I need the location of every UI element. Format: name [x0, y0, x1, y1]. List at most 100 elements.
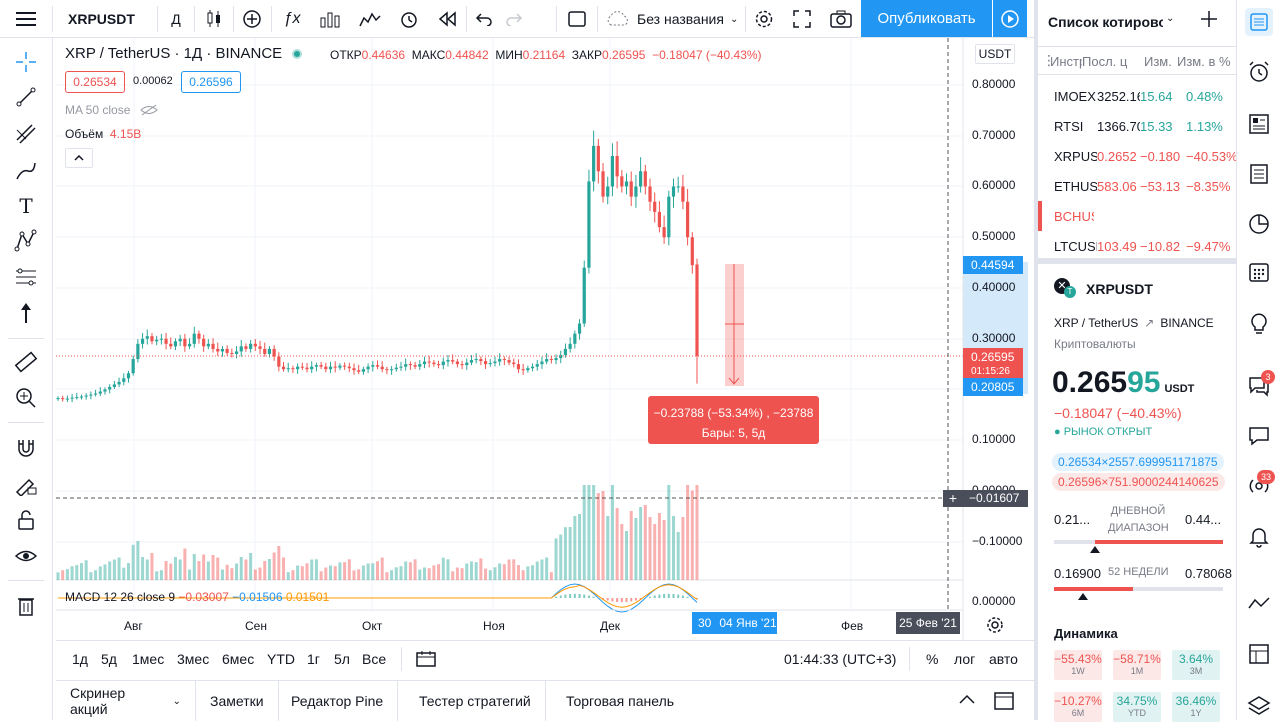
watchlist-row[interactable]: XRPUSDT0.2652−0.180 −40.53% — [1054, 141, 1238, 171]
magnet-icon[interactable] — [10, 432, 42, 464]
trend-line-icon[interactable] — [10, 81, 42, 113]
range-6m[interactable]: 6мес — [222, 651, 255, 667]
auto-toggle[interactable]: авто — [989, 651, 1018, 667]
performance-cell[interactable]: 3.64% 3M — [1172, 650, 1220, 680]
percent-toggle[interactable]: % — [926, 651, 939, 667]
log-toggle[interactable]: лог — [954, 651, 976, 667]
axis-settings-icon[interactable] — [986, 616, 1004, 637]
tab-pine-editor[interactable]: Редактор Pine — [277, 681, 399, 721]
settings-gear-icon[interactable] — [748, 0, 780, 38]
price-chart[interactable] — [0, 0, 1034, 640]
tab-strategy-tester[interactable]: Тестер стратегий — [405, 681, 546, 721]
watchlist-title[interactable]: Список котировок — [1048, 14, 1163, 30]
watchlist-row[interactable]: RTSI 1366.70 15.33 1.13% — [1054, 111, 1238, 141]
chart-title[interactable]: XRP / TetherUS · 1Д · BINANCE — [65, 45, 283, 62]
tab-notes[interactable]: Заметки — [196, 681, 279, 721]
calendar-timer-icon[interactable] — [1245, 210, 1273, 238]
symbol-search-button[interactable]: XRPUSDT — [58, 0, 150, 38]
pattern-tool-icon[interactable] — [10, 225, 42, 257]
tab-screener[interactable]: Скринер акций ⌄ — [56, 681, 196, 721]
col-change[interactable]: Изм. — [1144, 54, 1172, 69]
ruler-icon[interactable] — [10, 346, 42, 378]
performance-cell[interactable]: −58.71% 1M — [1113, 650, 1161, 680]
indicators-icon[interactable]: ƒx — [283, 10, 301, 27]
layout-icon[interactable] — [561, 0, 593, 38]
performance-cell[interactable]: −55.43% 1W — [1054, 650, 1102, 680]
layers-icon[interactable] — [1245, 692, 1273, 720]
performance-cell[interactable]: −10.27% 6M — [1054, 692, 1102, 722]
range-1m[interactable]: 1мес — [132, 651, 165, 667]
chevron-down-icon[interactable]: ⌄ — [1166, 13, 1175, 24]
ideas-bulb-icon[interactable] — [1245, 310, 1273, 338]
templates-icon[interactable] — [314, 0, 346, 38]
range-5y[interactable]: 5л — [334, 651, 350, 667]
fib-tool-icon[interactable] — [10, 118, 42, 150]
undo-icon[interactable] — [469, 0, 499, 38]
watchlist-row[interactable]: IMOEX 3252.16 15.64 0.48% — [1054, 81, 1238, 111]
messages-icon[interactable] — [1245, 422, 1273, 450]
range-1y[interactable]: 1г — [307, 651, 320, 667]
tab-trading-panel[interactable]: Торговая панель — [566, 693, 675, 709]
trash-icon[interactable] — [10, 589, 42, 621]
fullscreen-icon[interactable] — [786, 0, 818, 38]
replay-icon[interactable] — [432, 0, 464, 38]
prediction-tool-icon[interactable] — [10, 261, 42, 293]
currency-button[interactable]: USDT — [975, 44, 1015, 64]
range-5d[interactable]: 5д — [101, 651, 117, 667]
clock-time[interactable]: 01:44:33 (UTC+3) — [784, 651, 897, 667]
object-tree-icon[interactable] — [1245, 640, 1273, 668]
brush-icon[interactable] — [10, 155, 42, 187]
watchlist-row[interactable]: BCHUSDT — [1038, 201, 1222, 231]
interval-button[interactable]: Д — [160, 0, 192, 38]
macd-legend[interactable]: MACD 12 26 close 9 −0.03007 −0.01506 0.0… — [65, 590, 330, 604]
watchlist-row[interactable]: ETHUSDT583.06−53.13 −8.35% — [1054, 171, 1238, 201]
range-all[interactable]: Все — [362, 651, 387, 667]
range-ytd[interactable]: YTD — [267, 651, 295, 667]
drag-handle-icon[interactable]: ⋮ — [1042, 52, 1056, 68]
performance-cell[interactable]: 36.46% 1Y — [1172, 692, 1220, 722]
performance-cell[interactable]: 34.75% YTD — [1113, 692, 1161, 722]
details-symbol[interactable]: XRPUSDT — [1086, 281, 1153, 297]
publish-button[interactable]: Опубликовать — [861, 0, 992, 37]
range-1d[interactable]: 1д — [72, 651, 88, 667]
redo-icon[interactable] — [499, 0, 529, 38]
candles-style-icon[interactable] — [198, 0, 230, 38]
calendar-icon[interactable] — [1245, 258, 1273, 286]
watchlist-row[interactable]: LTCUSDT103.49−10.82 −9.47% — [1054, 231, 1238, 261]
watchlist-icon[interactable] — [1245, 8, 1273, 36]
ma-legend[interactable]: MA 50 close — [65, 103, 159, 117]
ask-price-box[interactable]: 0.26596 — [181, 71, 241, 93]
camera-icon[interactable] — [825, 0, 857, 38]
maximize-panel-icon[interactable] — [994, 692, 1014, 713]
crosshair-plus-icon[interactable]: + — [943, 490, 963, 507]
col-symbol[interactable]: Инстру — [1050, 54, 1082, 69]
collapse-legend-button[interactable] — [65, 148, 93, 168]
menu-icon[interactable] — [4, 0, 48, 38]
col-change-pct[interactable]: Изм. в % — [1177, 54, 1231, 69]
lock-icon[interactable] — [10, 504, 42, 536]
compare-add-icon[interactable] — [236, 0, 268, 38]
alert-add-icon[interactable] — [393, 0, 425, 38]
col-last[interactable]: Посл. ц — [1082, 54, 1128, 69]
chevron-up-icon[interactable] — [958, 693, 976, 708]
notifications-bell-icon[interactable] — [1245, 522, 1273, 550]
zoom-in-icon[interactable] — [10, 382, 42, 414]
range-3m[interactable]: 3мес — [177, 651, 210, 667]
publish-play-icon[interactable] — [993, 0, 1027, 37]
crosshair-icon[interactable] — [10, 46, 42, 78]
layout-name-button[interactable]: Без названия ⌄ — [601, 0, 743, 38]
hotlist-icon[interactable] — [1245, 160, 1273, 188]
trading-icon[interactable] — [1245, 590, 1273, 618]
goto-date-icon[interactable] — [416, 650, 436, 671]
lock-drawing-icon[interactable] — [10, 468, 42, 500]
alarm-clock-icon[interactable] — [1245, 58, 1273, 86]
text-tool-icon[interactable]: T — [19, 194, 33, 218]
details-category[interactable]: Криптовалюты — [1054, 337, 1136, 351]
hidden-eye-icon[interactable] — [140, 104, 159, 116]
add-symbol-icon[interactable] — [1200, 10, 1218, 31]
eye-icon[interactable] — [10, 540, 42, 572]
financials-icon[interactable] — [354, 0, 386, 38]
external-link-icon[interactable]: ↗ — [1144, 316, 1155, 330]
arrow-up-icon[interactable] — [10, 297, 42, 329]
bid-price-box[interactable]: 0.26534 — [65, 71, 125, 93]
